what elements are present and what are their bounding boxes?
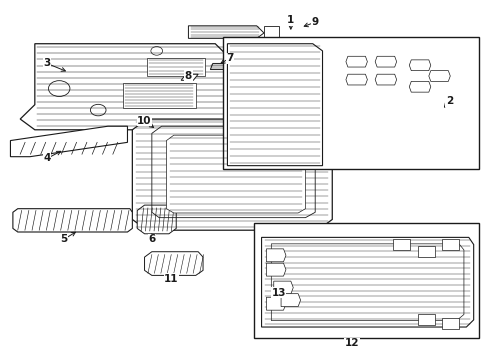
Text: 13: 13 (271, 288, 285, 298)
Polygon shape (210, 63, 227, 69)
Polygon shape (261, 237, 473, 327)
Polygon shape (266, 263, 285, 276)
Polygon shape (13, 209, 132, 232)
Polygon shape (10, 126, 127, 157)
Polygon shape (166, 135, 305, 213)
Text: 12: 12 (344, 338, 358, 348)
Polygon shape (137, 205, 176, 234)
Polygon shape (345, 56, 366, 67)
Text: 5: 5 (61, 234, 67, 244)
Polygon shape (345, 74, 366, 85)
Text: 6: 6 (148, 234, 155, 244)
Polygon shape (441, 318, 458, 329)
Polygon shape (417, 315, 434, 325)
Polygon shape (273, 281, 293, 294)
Bar (264, 26, 278, 39)
Bar (122, 83, 195, 108)
Polygon shape (266, 249, 285, 262)
Text: 3: 3 (43, 58, 51, 68)
Polygon shape (408, 60, 430, 71)
Polygon shape (132, 119, 331, 230)
Bar (254, 223, 478, 338)
Text: 2: 2 (445, 96, 452, 106)
Polygon shape (408, 81, 430, 92)
Polygon shape (144, 252, 203, 275)
Polygon shape (374, 74, 396, 85)
Bar (222, 37, 478, 169)
Polygon shape (281, 294, 300, 307)
Text: 9: 9 (311, 17, 318, 27)
Text: 11: 11 (164, 274, 178, 284)
Text: 8: 8 (184, 71, 192, 81)
Polygon shape (188, 26, 264, 39)
Text: 10: 10 (137, 116, 151, 126)
Polygon shape (417, 246, 434, 257)
Polygon shape (374, 56, 396, 67)
Polygon shape (266, 297, 285, 310)
Text: 1: 1 (286, 15, 294, 26)
Polygon shape (392, 239, 409, 250)
Polygon shape (181, 74, 198, 80)
Polygon shape (428, 71, 449, 81)
Text: 4: 4 (43, 153, 51, 163)
Bar (147, 58, 205, 76)
Polygon shape (441, 239, 458, 250)
Text: 7: 7 (226, 53, 233, 63)
Polygon shape (20, 44, 229, 130)
Polygon shape (227, 44, 322, 166)
